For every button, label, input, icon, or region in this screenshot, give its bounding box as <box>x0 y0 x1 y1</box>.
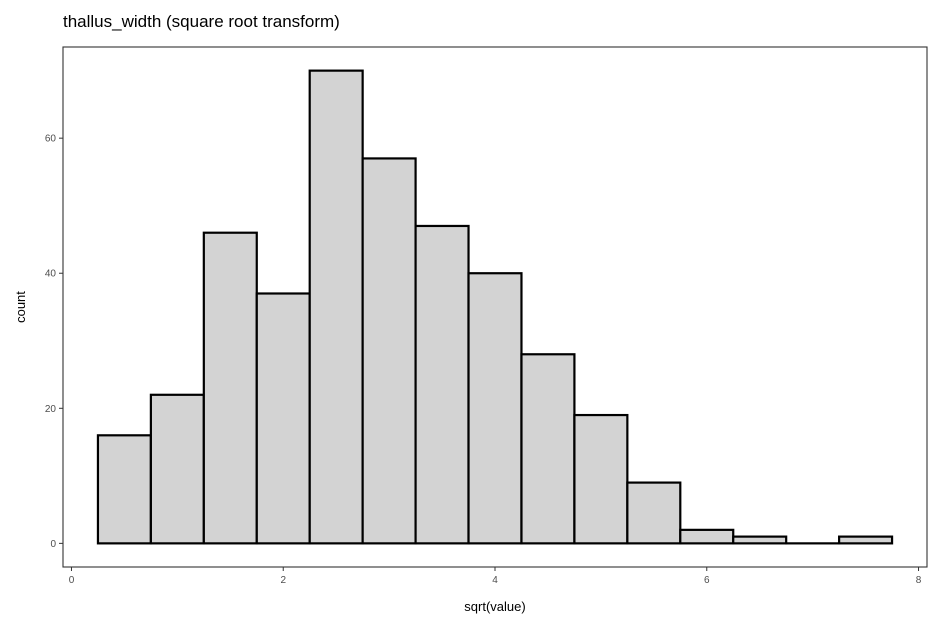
histogram-bar <box>414 224 470 545</box>
x-tick-label: 4 <box>492 575 498 586</box>
chart-title: thallus_width (square root transform) <box>63 12 340 31</box>
histogram-bar <box>573 413 629 545</box>
y-axis-title: count <box>13 291 28 323</box>
y-tick-label: 40 <box>45 269 57 280</box>
histogram-bar <box>255 292 311 545</box>
y-tick-label: 20 <box>45 404 57 415</box>
x-axis-title: sqrt(value) <box>464 599 525 614</box>
histogram-bar <box>732 535 788 545</box>
histogram-bar <box>467 272 523 545</box>
y-tick-label: 60 <box>45 134 57 145</box>
x-tick-label: 2 <box>280 575 286 586</box>
histogram-bar <box>96 434 152 545</box>
x-tick-label: 8 <box>916 575 922 586</box>
x-tick-label: 0 <box>69 575 75 586</box>
x-tick-label: 6 <box>704 575 710 586</box>
bars-layer <box>96 69 894 545</box>
histogram-bar <box>838 535 894 545</box>
x-axis-ticks: 0 2 4 6 8 <box>69 567 922 586</box>
histogram-bar <box>626 481 682 545</box>
y-axis-ticks: 0 20 40 60 <box>45 134 63 550</box>
histogram-bar <box>149 393 205 545</box>
histogram-bar <box>361 157 417 545</box>
histogram-bar <box>202 231 258 545</box>
histogram-bar <box>308 69 364 545</box>
histogram-bar <box>520 353 576 545</box>
y-tick-label: 0 <box>50 539 56 550</box>
histogram-bar <box>679 528 735 545</box>
